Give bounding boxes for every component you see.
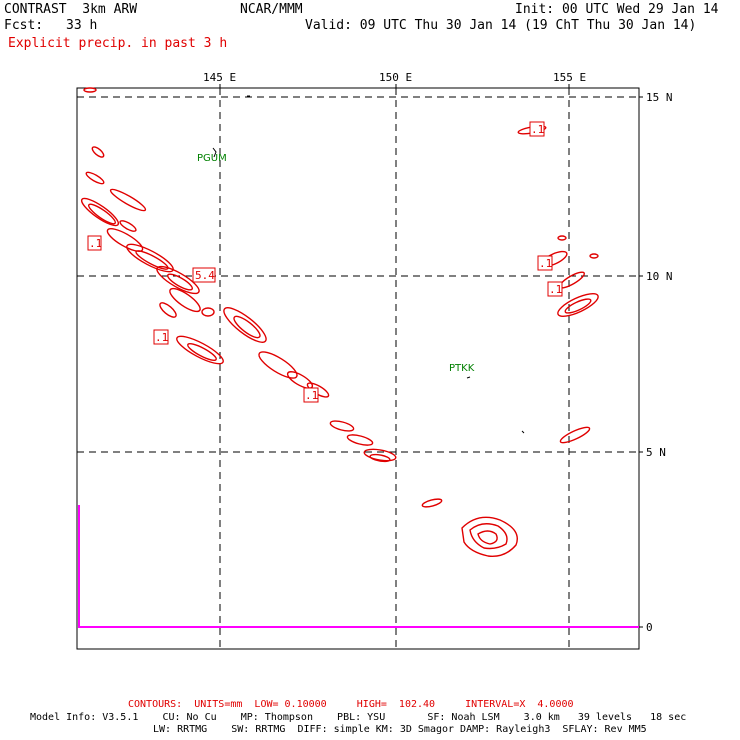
lat-label-10: 10 N [646,270,673,283]
lon-label-150: 150 E [379,71,412,84]
contour-label-boxes [87,121,563,403]
model-title: CONTRAST 3km ARW [4,2,138,17]
init-time: Init: 00 UTC Wed 29 Jan 14 [515,2,719,17]
contours-info: CONTOURS: UNITS=mm LOW= 0.10000 HIGH= 10… [128,699,574,710]
fcst-label: Fcst: [4,18,44,33]
fcst-value: 33 h [66,18,98,33]
scale-zero-label: 0 [646,621,653,634]
contour-label: .1 [549,283,562,296]
lon-label-155: 155 E [553,71,586,84]
lat-label-5: 5 N [646,446,666,459]
lat-lon-grid [77,88,639,649]
contour-label: .1 [539,257,552,270]
field-title: Explicit precip. in past 3 h [8,36,228,51]
map-frame [76,87,640,650]
contour-label: .1 [531,123,544,136]
precip-contours [80,87,599,557]
lon-label-145: 145 E [203,71,236,84]
contour-label: .1 [305,389,318,402]
station-pgum: PGUM [197,153,227,164]
island-outlines [212,95,525,434]
station-ptkk: PTKK [449,363,475,374]
valid-time: Valid: 09 UTC Thu 30 Jan 14 (19 ChT Thu … [305,18,697,33]
contour-label: .1 [155,331,168,344]
model-info-line2: LW: RRTMG SW: RRTMG DIFF: simple KM: 3D … [153,724,647,735]
contour-label: 5.4 [195,269,215,282]
contour-label: .1 [89,237,102,250]
lat-label-15: 15 N [646,91,673,104]
model-info-line1: Model Info: V3.5.1 CU: No Cu MP: Thompso… [30,712,687,723]
org-label: NCAR/MMM [240,2,303,17]
scale-bar [78,505,639,628]
